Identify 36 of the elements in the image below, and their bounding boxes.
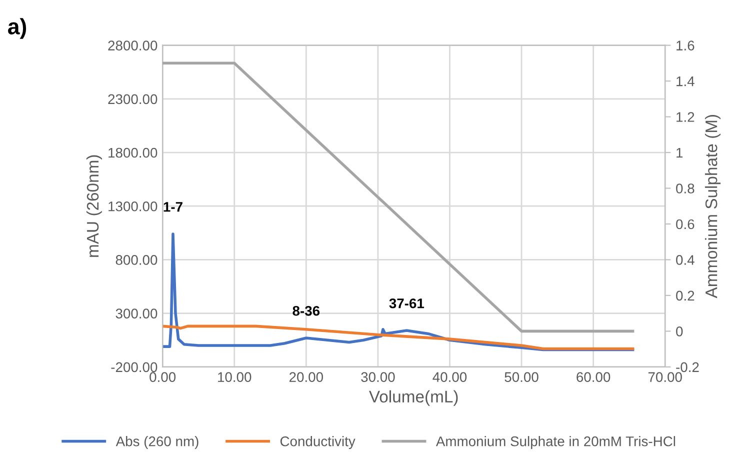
annotation: 1-7 (164, 202, 182, 212)
legend-label: Conductivity (280, 436, 356, 449)
x-tick-label: 40.00 (432, 372, 467, 382)
x-tick-label: 10.00 (218, 372, 252, 382)
y2-tick-label: -0.2 (676, 362, 699, 372)
legend-label: Ammonium Sulphate in 20mM Tris-HCl (436, 436, 676, 449)
y-tick-label: 1300.00 (108, 201, 158, 212)
x-tick-label: 70.00 (648, 372, 682, 382)
y2-tick-label: 1.2 (676, 112, 694, 122)
y2-tick-label: 0 (676, 326, 683, 336)
y2-tick-label: 0.4 (676, 255, 694, 265)
y2-axis-title: Ammonium Sulphate (M) (705, 114, 721, 298)
legend-label: Abs (260 nm) (116, 436, 198, 449)
y-tick-label: 300.00 (116, 308, 158, 318)
line-series (162, 324, 634, 350)
y-tick-label: 1800.00 (108, 148, 158, 158)
y-tick-label: 2800.00 (108, 40, 158, 50)
x-tick-label: 0.00 (150, 372, 176, 382)
y2-tick-label: 1.6 (676, 40, 694, 50)
annotation: 8-36 (292, 306, 320, 316)
y2-tick-label: 1 (676, 148, 683, 158)
x-tick-label: 60.00 (576, 372, 610, 382)
chart-title: a) (8, 18, 26, 39)
annotation: 37-61 (389, 298, 424, 308)
x-tick-label: 50.00 (504, 372, 538, 382)
y-axis-title: mAU (260nm) (86, 155, 102, 257)
y-tick-label: 800.00 (116, 255, 158, 265)
y-tick-label: 2300.00 (108, 94, 158, 104)
x-axis-title: Volume(mL) (368, 390, 458, 406)
x-tick-label: 20.00 (289, 372, 323, 382)
y2-tick-label: 1.4 (676, 76, 694, 86)
y-tick-label: -200.00 (111, 362, 158, 372)
x-tick-label: 30.00 (361, 372, 395, 382)
y2-tick-label: 0.2 (676, 290, 694, 301)
y2-tick-label: 0.6 (676, 219, 694, 230)
y2-tick-label: 0.8 (676, 184, 694, 194)
